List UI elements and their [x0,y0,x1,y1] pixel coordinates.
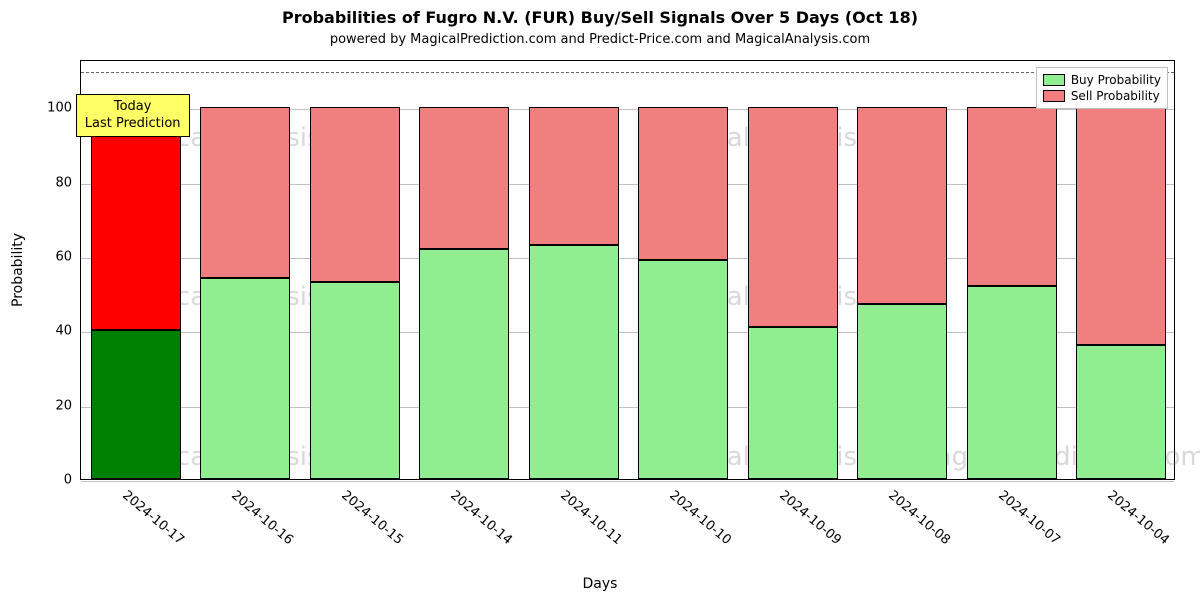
y-tick-label: 20 [32,398,72,413]
bar-group [529,61,619,479]
bar-buy [638,260,728,479]
bar-sell [967,107,1057,285]
y-tick-label: 80 [32,175,72,190]
bar-sell [200,107,290,278]
bar-buy [748,327,838,479]
bar-group [310,61,400,479]
bar-group [967,61,1057,479]
bar-buy [310,282,400,479]
annotation-line2: Last Prediction [85,116,181,132]
bar-buy [200,278,290,479]
x-tick-label: 2024-10-09 [776,488,844,548]
y-axis-label: Probability [10,233,26,307]
annotation-line1: Today [85,99,181,115]
chart-title: Probabilities of Fugro N.V. (FUR) Buy/Se… [0,8,1200,27]
x-tick-label: 2024-10-11 [557,488,625,548]
x-tick-label: 2024-10-10 [667,488,735,548]
legend-item: Sell Probability [1043,88,1161,104]
bar-buy [857,304,947,479]
bar-sell [857,107,947,304]
gridline [81,481,1174,482]
bar-sell [419,107,509,248]
legend-label: Sell Probability [1071,89,1160,103]
y-tick-label: 60 [32,249,72,264]
bar-group [748,61,838,479]
bar-sell [748,107,838,326]
bar-sell [310,107,400,282]
bar-buy [419,249,509,479]
bar-group [200,61,290,479]
legend: Buy Probability Sell Probability [1036,67,1168,109]
y-tick-label: 100 [32,101,72,116]
x-axis-label: Days [0,576,1200,592]
bar-sell [1076,107,1166,345]
legend-swatch [1043,74,1065,86]
bar-buy [1076,345,1166,479]
bar-sell [529,107,619,245]
chart-subtitle: powered by MagicalPrediction.com and Pre… [0,32,1200,47]
x-tick-label: 2024-10-16 [229,488,297,548]
plot-area: MagicalAnalysis.comMagicalAnalysis.comMa… [80,60,1175,480]
today-annotation: TodayLast Prediction [76,94,190,137]
bar-group [419,61,509,479]
legend-item: Buy Probability [1043,72,1161,88]
y-tick-label: 0 [32,473,72,488]
legend-label: Buy Probability [1071,73,1161,87]
x-tick-label: 2024-10-07 [995,488,1063,548]
bar-buy [91,330,181,479]
x-tick-label: 2024-10-04 [1105,488,1173,548]
x-tick-label: 2024-10-15 [338,488,406,548]
bar-sell [91,107,181,330]
y-tick-label: 40 [32,324,72,339]
bar-buy [529,245,619,479]
chart-figure: Probabilities of Fugro N.V. (FUR) Buy/Se… [0,0,1200,600]
bar-group [1076,61,1166,479]
legend-swatch [1043,90,1065,102]
x-tick-label: 2024-10-14 [448,488,516,548]
x-tick-label: 2024-10-08 [886,488,954,548]
bar-group [638,61,728,479]
bar-buy [967,286,1057,479]
bar-group [857,61,947,479]
x-tick-label: 2024-10-17 [119,488,187,548]
bar-sell [638,107,728,259]
